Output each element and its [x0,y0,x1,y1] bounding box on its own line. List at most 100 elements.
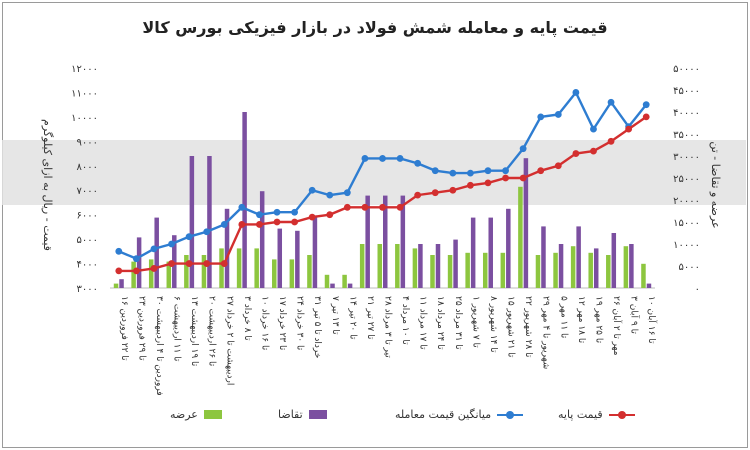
legend-base-price-label: قیمت پایه [558,408,603,421]
x-tick-label: ۲۲ تا ۲۸ شهریور [523,296,533,358]
point-avg-price [343,189,351,197]
bars-group [113,112,652,288]
point-avg-price [291,208,298,216]
x-tick-label: ۱۷ تا ۲۳ خرداد [277,296,287,351]
bar-demand [453,239,458,288]
point-base-price [467,181,474,189]
x-tick-label: ۱۰ تا ۱۶ خرداد [259,296,269,351]
bar-demand [277,228,283,288]
point-avg-price [449,169,457,177]
point-avg-price [326,191,334,199]
bar-demand [207,156,212,288]
point-base-price [256,221,263,228]
point-avg-price [537,113,545,121]
legend-demand-label: تقاضا [278,408,303,421]
bar-supply [324,274,330,288]
bar-demand [136,237,142,288]
bar-demand [593,248,599,288]
bar-supply [535,255,541,288]
bar-demand [611,233,617,288]
x-tick-label: ۲۸ تیر تا ۳ مرداد [383,296,393,358]
bar-supply [465,252,470,288]
bar-supply [518,186,523,288]
x-tick-label: ۱۳ تا ۱۹ اردیبهشت [189,296,199,367]
bar-demand [330,283,335,288]
point-base-price [308,213,316,221]
x-tick-label: ۲۱ تا ۲۷ تیر [365,296,375,340]
bar-supply [184,255,189,288]
bar-demand [435,244,441,288]
bar-demand [488,217,493,288]
point-base-price [431,189,439,197]
y-right-tick-label: ۴۵۰۰۰ [673,86,700,97]
point-avg-price [431,167,439,175]
y-left-tick-label: ۶۰۰۰ [77,211,98,222]
bar-supply [606,255,611,288]
watermark-band [2,140,746,205]
y-left-tick-label: ۴۰۰۰ [77,260,98,271]
y-left-tick-label: ۹۰۰۰ [77,137,98,148]
point-base-price [607,137,615,145]
point-avg-price [203,228,211,236]
bar-supply [500,252,506,288]
point-base-price [379,203,386,211]
point-avg-price [150,245,158,253]
bar-supply [219,248,224,288]
bar-supply [131,261,136,288]
bar-demand [154,217,159,288]
point-avg-price [238,203,246,211]
x-tick-label: ۱۵ تا ۲۱ شهریور [506,296,516,358]
x-tick-label: ۱۲ تا ۱۸ مهر [576,296,586,344]
bar-demand [629,244,634,288]
y-right-tick-label: ۲۵۰۰۰ [673,174,700,185]
x-tick-label: ۳۰ فروردین تا ۴ اردیبهشت [154,296,164,396]
bar-demand [383,195,388,288]
bar-demand [418,244,423,288]
point-base-price [625,125,633,133]
point-avg-price [220,221,228,228]
bar-demand [312,215,318,288]
x-tick-label: ۸ تا ۱۴ شهریور [488,296,498,353]
y-left-tick-label: ۱۰۰۰۰ [71,113,98,124]
bar-supply [553,252,558,288]
point-avg-price [642,101,650,109]
x-tick-label: ۵ تا ۱۱ مهر [558,296,568,339]
point-avg-price [607,98,615,106]
bar-supply [201,255,207,288]
point-base-price [273,218,281,226]
legend-avg-price-swatch [497,410,524,420]
x-tick-label: ۳ تا ۸ خرداد [242,296,252,341]
y-right-tick-label: ۳۵۰۰۰ [673,130,700,141]
point-avg-price [168,240,175,248]
bar-demand [541,226,546,288]
bar-demand [295,230,300,288]
bar-demand [470,217,476,288]
y-right-tick-label: ۵۰۰۰ [679,262,700,273]
bar-supply [570,246,576,288]
bar-supply [482,252,488,288]
point-avg-price [115,247,123,255]
point-base-price [537,167,545,175]
point-avg-price [273,208,281,216]
point-avg-price [396,155,404,162]
y-right-tick-label: ۲۰۰۰۰ [673,196,700,207]
y-right-tick-label: ۳۰۰۰۰ [673,152,700,163]
point-base-price [168,260,175,267]
point-base-price [132,267,140,275]
x-tick-label: ۱۱ تا ۱۷ مرداد [418,296,428,350]
bar-demand [576,226,581,288]
point-base-price [396,203,404,211]
point-base-price [238,221,246,228]
point-avg-price [185,233,193,241]
x-tick-label: ۲۹ شهریور تا ۴ مهر [541,296,551,369]
y-right-tick-label: ۵۰۰۰۰ [673,64,700,75]
lines-group [115,89,650,275]
bar-supply [307,255,312,288]
bar-demand [365,195,370,288]
bar-supply [236,248,242,288]
bar-demand [523,158,529,288]
legend-demand: تقاضا [278,408,327,421]
y-right-tick-label: ۴۰۰۰۰ [673,108,700,119]
chart-title: قیمت پایه و معامله شمش فولاد در بازار فی… [142,18,608,37]
